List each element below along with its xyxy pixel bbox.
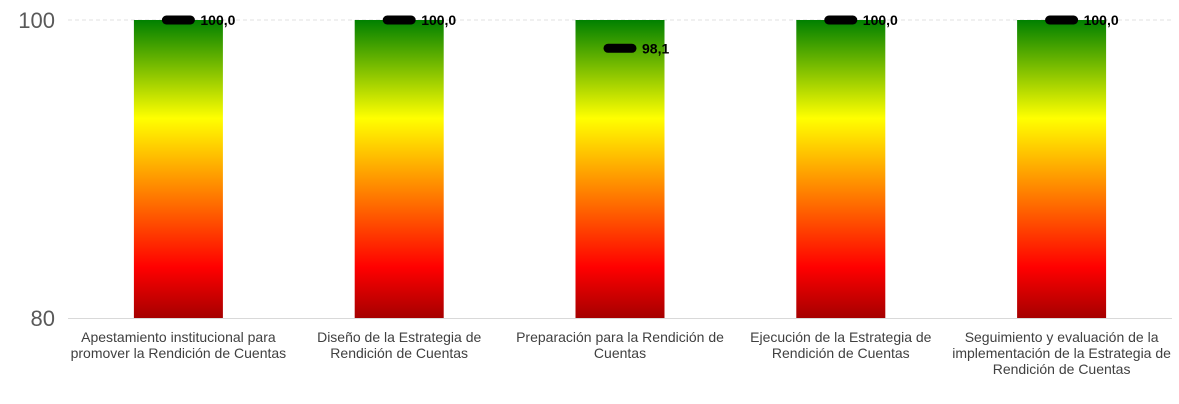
y-tick-label: 100 [18, 8, 55, 33]
category-label: Ejecución de la Estrategia de Rendición … [750, 329, 932, 361]
data-label: 98,1 [642, 40, 669, 56]
bar [354, 20, 444, 318]
category-label: Apestamiento institucional para promover… [70, 329, 287, 361]
bar [575, 20, 665, 318]
y-tick-label: 80 [31, 306, 55, 331]
category-label: Preparación para la Rendición de Cuentas [516, 329, 724, 361]
category-label: Seguimiento y evaluación de la implement… [952, 329, 1171, 377]
data-label: 100,0 [200, 12, 235, 28]
bar [1017, 20, 1107, 318]
data-label: 100,0 [863, 12, 898, 28]
bar [133, 20, 223, 318]
data-label: 100,0 [1084, 12, 1119, 28]
bar [796, 20, 886, 318]
data-label: 100,0 [421, 12, 456, 28]
category-label: Diseño de la Estrategia de Rendición de … [317, 329, 482, 361]
